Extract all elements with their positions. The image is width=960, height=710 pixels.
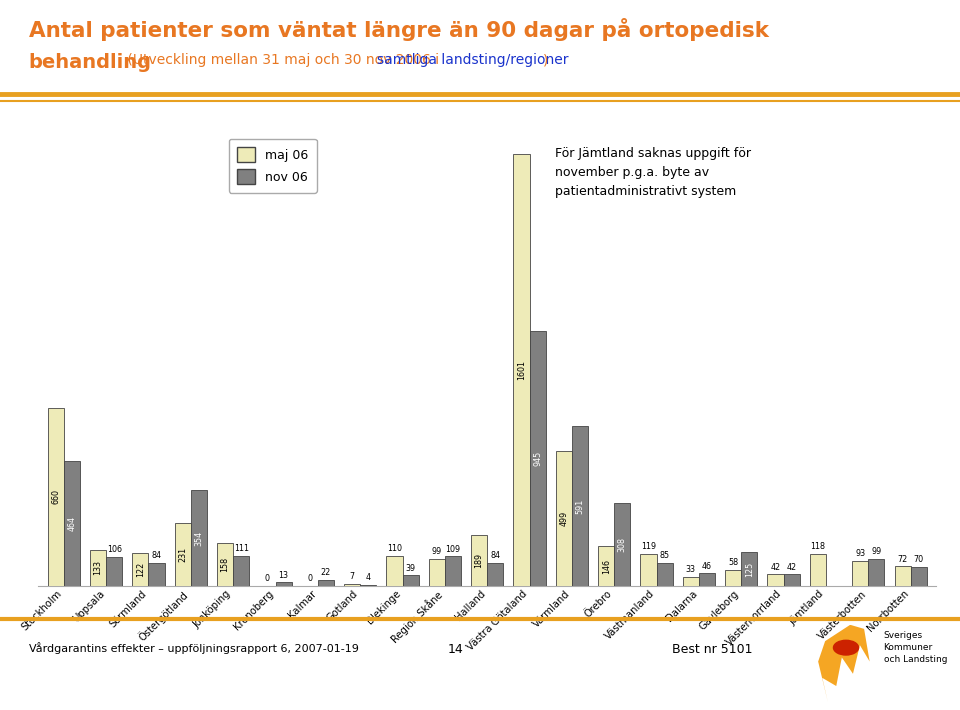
Bar: [556, 451, 572, 586]
Text: 93: 93: [855, 549, 865, 558]
Text: 0: 0: [307, 574, 312, 583]
Text: Antal patienter som väntat längre än 90 dagar på ortopedisk: Antal patienter som väntat längre än 90 …: [29, 18, 769, 40]
Text: 118: 118: [810, 542, 826, 551]
Bar: [191, 490, 207, 586]
Bar: [429, 559, 444, 586]
Text: För Jämtland saknas uppgift för
november p.g.a. byte av
patientadministrativt sy: För Jämtland saknas uppgift för november…: [555, 147, 751, 197]
Bar: [149, 563, 164, 586]
Bar: [530, 331, 545, 586]
Text: 14: 14: [448, 643, 464, 655]
Text: Best nr 5101: Best nr 5101: [672, 643, 753, 655]
Text: samtliga landsting/regioner: samtliga landsting/regioner: [377, 53, 568, 67]
Text: 158: 158: [221, 557, 229, 572]
Bar: [725, 570, 741, 586]
Bar: [471, 535, 488, 586]
Text: 125: 125: [745, 562, 754, 577]
Text: ): ): [543, 53, 549, 67]
Text: 499: 499: [560, 510, 568, 526]
Text: 109: 109: [445, 545, 461, 554]
Text: 1601: 1601: [517, 360, 526, 380]
Text: 122: 122: [136, 562, 145, 577]
Text: 945: 945: [533, 451, 542, 466]
Bar: [598, 547, 614, 586]
Text: 99: 99: [432, 547, 442, 557]
Legend: maj 06, nov 06: maj 06, nov 06: [228, 138, 317, 192]
Text: 22: 22: [321, 568, 331, 577]
Bar: [514, 154, 530, 586]
Circle shape: [833, 640, 858, 655]
Bar: [344, 584, 360, 586]
Bar: [657, 563, 673, 586]
Bar: [444, 557, 461, 586]
Bar: [614, 503, 631, 586]
Text: 660: 660: [51, 489, 60, 504]
Bar: [107, 557, 122, 586]
Text: 7: 7: [349, 572, 354, 581]
Bar: [48, 408, 63, 586]
Bar: [276, 582, 292, 586]
Bar: [699, 574, 715, 586]
Text: 354: 354: [194, 530, 204, 545]
Text: 46: 46: [702, 562, 712, 571]
Text: 72: 72: [898, 555, 907, 564]
Bar: [233, 556, 250, 586]
Bar: [63, 461, 80, 586]
Text: 42: 42: [771, 563, 780, 572]
Text: 33: 33: [685, 565, 696, 574]
Bar: [683, 577, 699, 586]
Bar: [895, 567, 911, 586]
Text: 84: 84: [491, 552, 500, 560]
Bar: [783, 574, 800, 586]
Bar: [175, 523, 191, 586]
Text: 85: 85: [660, 551, 670, 560]
Bar: [387, 556, 402, 586]
Text: behandling: behandling: [29, 53, 152, 72]
Text: 13: 13: [278, 571, 289, 579]
Text: 0: 0: [265, 574, 270, 583]
Text: 111: 111: [233, 544, 249, 553]
Text: 146: 146: [602, 559, 611, 574]
Text: (Utveckling mellan 31 maj och 30 nov 2006 i: (Utveckling mellan 31 maj och 30 nov 200…: [123, 53, 444, 67]
Text: 231: 231: [179, 547, 187, 562]
Bar: [810, 554, 826, 586]
Text: 106: 106: [107, 545, 122, 555]
Bar: [911, 567, 926, 586]
Bar: [217, 543, 233, 586]
Text: 119: 119: [641, 542, 656, 551]
Bar: [488, 563, 503, 586]
Text: 133: 133: [93, 560, 103, 575]
Text: 84: 84: [152, 552, 161, 560]
Bar: [318, 580, 334, 586]
Text: 99: 99: [871, 547, 881, 557]
Text: Sveriges
Kommuner
och Landsting: Sveriges Kommuner och Landsting: [883, 631, 948, 664]
Bar: [572, 426, 588, 586]
Text: 58: 58: [728, 558, 738, 567]
Polygon shape: [818, 625, 870, 702]
Text: 591: 591: [575, 498, 585, 513]
Bar: [132, 553, 149, 586]
Text: 39: 39: [405, 564, 416, 572]
Text: 4: 4: [366, 573, 371, 582]
Bar: [360, 584, 376, 586]
Text: 70: 70: [914, 555, 924, 564]
Bar: [852, 561, 868, 586]
Bar: [741, 552, 757, 586]
Text: 464: 464: [67, 515, 77, 530]
Text: Vårdgarantins effekter – uppföljningsrapport 6, 2007-01-19: Vårdgarantins effekter – uppföljningsrap…: [29, 643, 359, 655]
Text: 308: 308: [618, 537, 627, 552]
Text: 189: 189: [474, 552, 484, 568]
Text: 110: 110: [387, 545, 402, 553]
Bar: [90, 550, 107, 586]
Bar: [640, 554, 657, 586]
Bar: [767, 574, 783, 586]
Text: 42: 42: [786, 563, 797, 572]
Bar: [868, 559, 884, 586]
Bar: [402, 575, 419, 586]
